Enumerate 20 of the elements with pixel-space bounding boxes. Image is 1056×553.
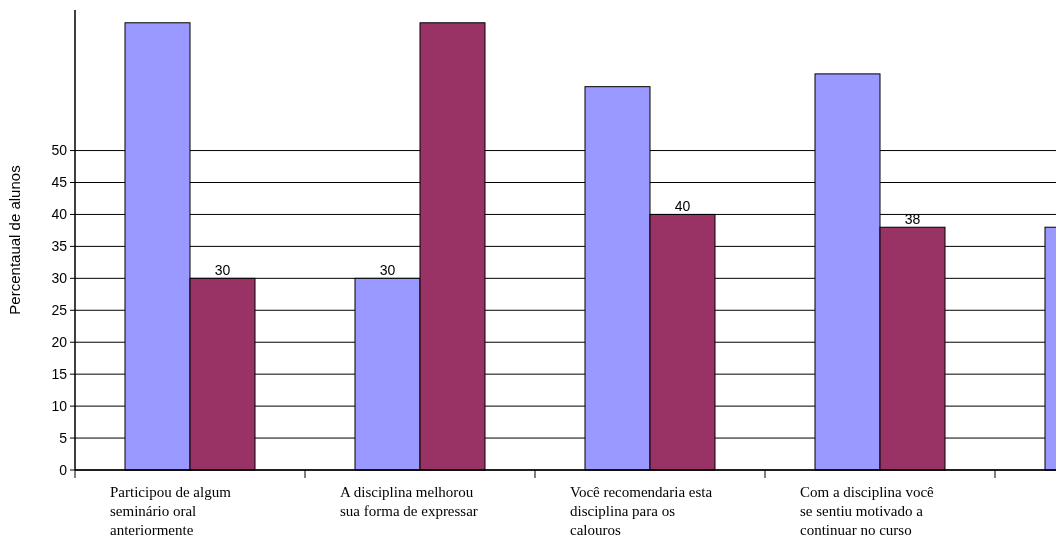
y-tick-label: 30 [51, 270, 68, 287]
y-tick-label: 10 [51, 398, 68, 415]
y-tick-label: 20 [51, 334, 68, 351]
data-label: 38 [904, 211, 921, 228]
x-tick-label: Participou de algum seminário oral anteriormente [110, 484, 232, 538]
y-tick-label: 15 [51, 366, 68, 383]
data-label: 30 [379, 262, 396, 279]
y-tick-label: 35 [51, 238, 68, 255]
data-label: 40 [674, 198, 691, 215]
y-tick-label: 50 [51, 142, 68, 159]
data-label: 30 [214, 262, 231, 279]
x-tick-label: A disciplina melhorou sua forma de expressar [340, 484, 478, 519]
y-tick-label: 45 [51, 174, 68, 191]
y-tick-label: 0 [59, 461, 68, 478]
x-tick-label: Você recomendaria esta disciplina para os calouros [570, 484, 713, 538]
y-tick-label: 5 [59, 429, 68, 446]
x-tick-label: Com a disciplina você se sentiu motivado a continuar no curso [800, 484, 935, 538]
y-tick-label: 25 [51, 302, 68, 319]
y-tick-label: 40 [51, 206, 68, 223]
y-axis-title: Percentaual de alunos [6, 165, 23, 315]
